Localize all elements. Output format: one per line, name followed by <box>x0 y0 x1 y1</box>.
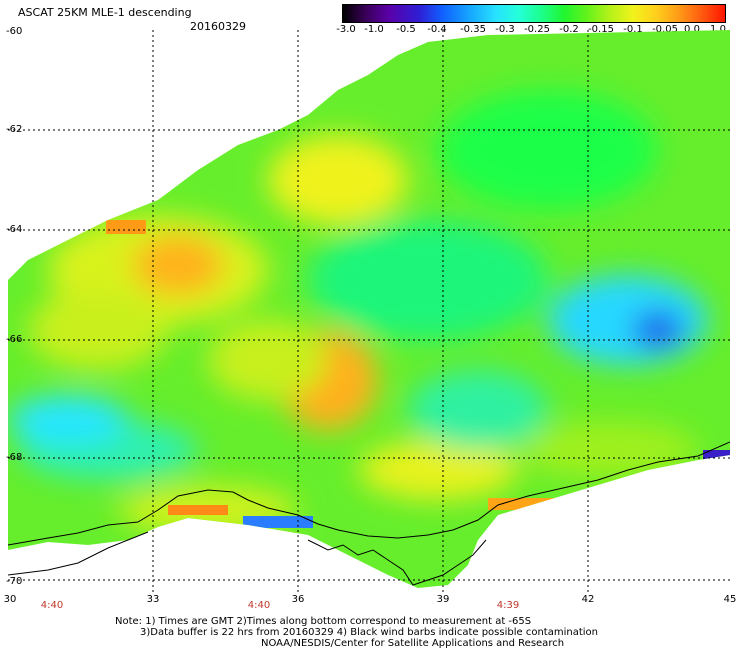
map-panel <box>8 30 730 593</box>
lat-label: -68 <box>6 452 23 463</box>
wind-cell <box>168 505 228 515</box>
colorbar-label: -0.2 <box>559 24 579 35</box>
wind-field <box>8 30 730 588</box>
lon-label: 33 <box>146 594 160 605</box>
note-line-1: Note: 1) Times are GMT 2)Times along bot… <box>115 616 532 627</box>
wind-cell <box>488 498 558 510</box>
colorbar-label: -0.25 <box>524 24 550 35</box>
colorbar-label: -0.4 <box>427 24 447 35</box>
colorbar-label: -0.3 <box>495 24 515 35</box>
colorbar-label: -0.5 <box>396 24 416 35</box>
colorbar-label: 0.0 <box>684 24 700 35</box>
coastline-islands <box>307 539 487 586</box>
colorbar-label: -1.0 <box>364 24 384 35</box>
coastline <box>8 441 730 546</box>
colorbar-label: -0.15 <box>588 24 614 35</box>
lat-label: -62 <box>6 124 23 135</box>
wind-cell <box>106 220 146 234</box>
lat-lon-grid <box>8 30 730 593</box>
time-label: 4:40 <box>40 600 64 611</box>
lon-label: 39 <box>436 594 450 605</box>
lat-label: -66 <box>6 334 23 345</box>
colorbar-label: -0.35 <box>460 24 486 35</box>
colorbar-label: -3.0 <box>336 24 356 35</box>
lon-label: 36 <box>291 594 305 605</box>
date-label: 20160329 <box>190 20 246 33</box>
time-label: 4:39 <box>496 600 520 611</box>
colorbar-label: -0.1 <box>623 24 643 35</box>
lat-label: -60 <box>6 26 23 37</box>
coastline-south <box>8 531 149 576</box>
colorbar <box>342 4 726 23</box>
chart-title: ASCAT 25KM MLE-1 descending <box>18 6 192 19</box>
note-line-3: NOAA/NESDIS/Center for Satellite Applica… <box>261 638 565 649</box>
wind-cell <box>243 516 313 528</box>
lat-label: -70 <box>6 576 23 587</box>
lat-label: -64 <box>6 224 23 235</box>
time-label: 4:40 <box>247 600 271 611</box>
colorbar-label: 1.0 <box>710 24 726 35</box>
lon-label: 42 <box>581 594 595 605</box>
colorbar-label: -0.05 <box>652 24 678 35</box>
lon-label: 45 <box>723 594 737 605</box>
note-line-2: 3)Data buffer is 22 hrs from 20160329 4)… <box>140 627 598 638</box>
lon-label: 30 <box>3 594 17 605</box>
